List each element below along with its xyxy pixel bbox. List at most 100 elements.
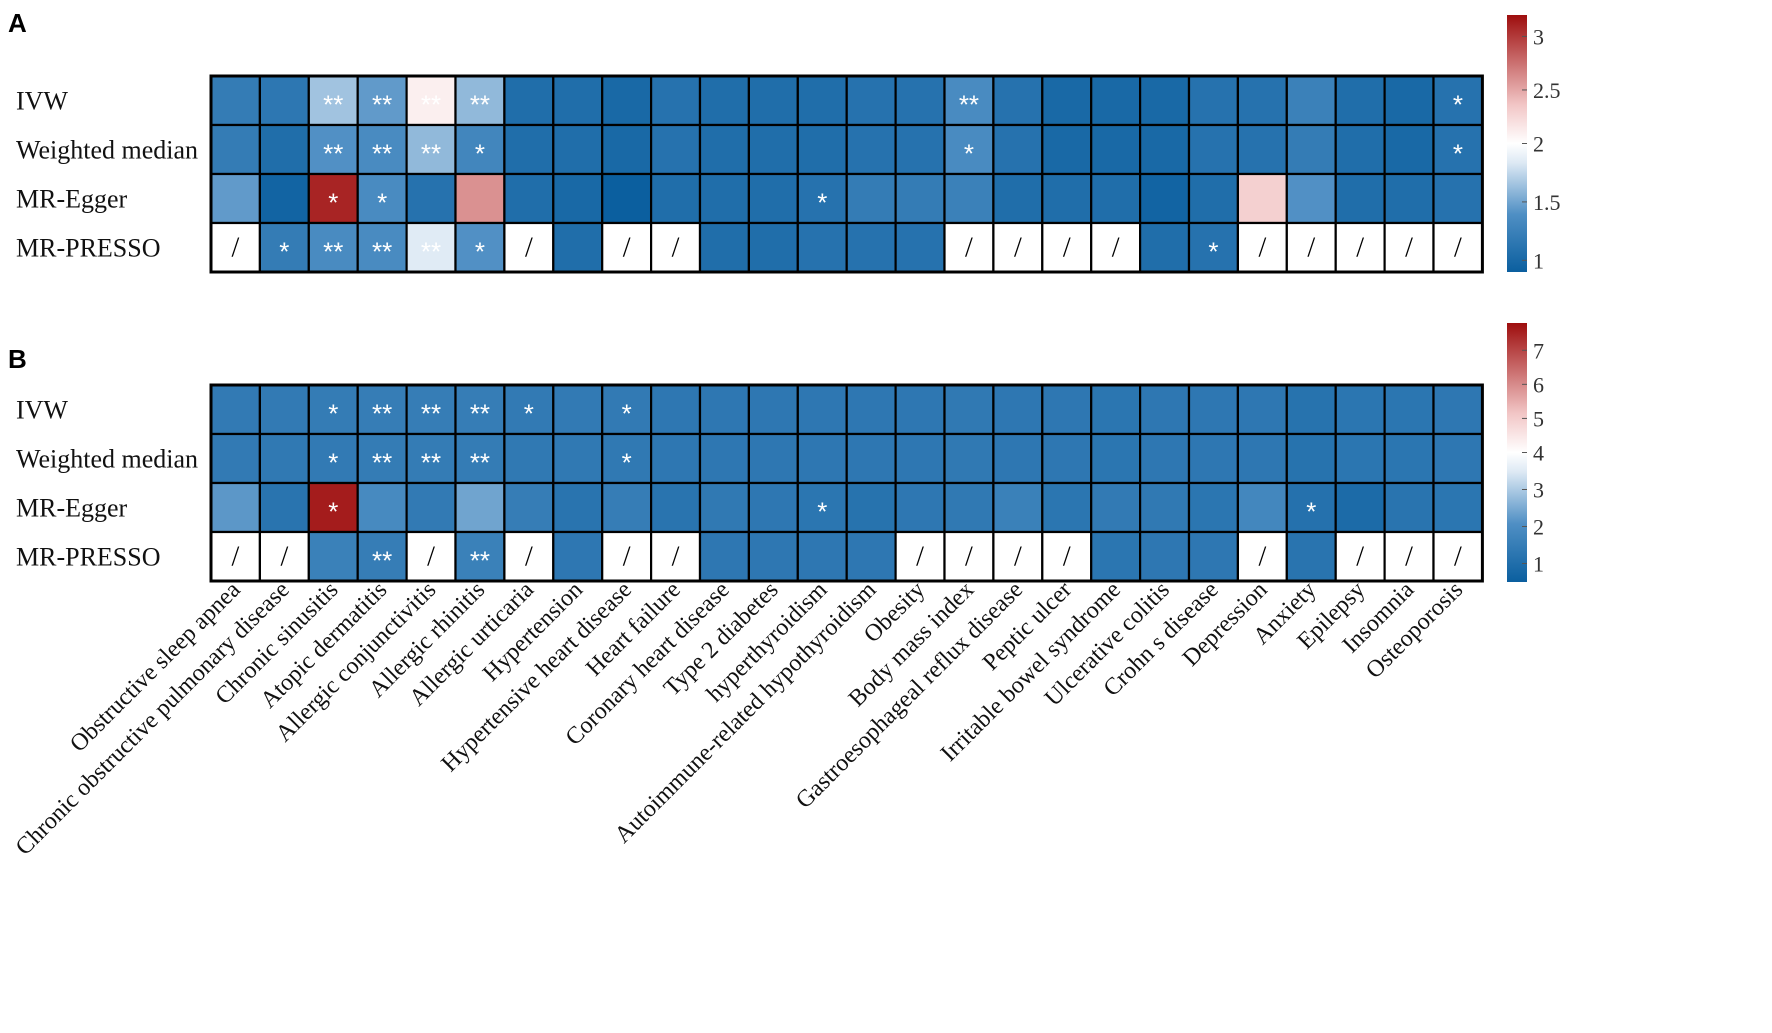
heatmap-cell	[1432, 530, 1484, 583]
heatmap-cell	[1041, 432, 1093, 485]
heatmap-cell	[1187, 123, 1240, 176]
heatmap-cell	[992, 123, 1044, 176]
heatmap-cell	[796, 221, 848, 274]
heatmap-cell	[649, 481, 702, 534]
not-applicable-mark: /	[1307, 233, 1315, 264]
not-applicable-mark: /	[427, 542, 435, 573]
significance-mark: **	[470, 546, 490, 576]
heatmap-cell	[307, 481, 359, 534]
significance-mark: **	[323, 237, 343, 267]
not-applicable-mark: /	[525, 233, 533, 264]
significance-mark: *	[1453, 90, 1463, 120]
row-label: IVW	[16, 396, 68, 425]
row-label: MR-Egger	[16, 494, 128, 523]
heatmap-cell	[649, 383, 702, 436]
heatmap-cell	[894, 74, 946, 127]
heatmap-cell	[1285, 530, 1337, 583]
heatmap-cell	[552, 383, 604, 436]
significance-mark: **	[470, 448, 490, 478]
row-label: IVW	[16, 87, 68, 116]
heatmap-cell	[698, 383, 751, 436]
heatmap-cell	[209, 481, 262, 534]
heatmap-cell	[698, 221, 751, 274]
heatmap-cell	[258, 221, 310, 274]
heatmap-cell	[747, 123, 799, 176]
heatmap-cell	[405, 172, 457, 225]
not-applicable-mark: /	[1258, 542, 1266, 573]
not-applicable-mark: /	[1356, 542, 1364, 573]
not-applicable-mark: /	[1356, 233, 1364, 264]
colorbar-tick-label: 1	[1533, 552, 1544, 577]
row-label: Weighted median	[16, 136, 198, 165]
significance-mark: **	[421, 399, 441, 429]
heatmap-cell	[747, 383, 799, 436]
heatmap-cell	[307, 530, 359, 583]
heatmap-cell	[454, 432, 506, 485]
significance-mark: **	[470, 399, 490, 429]
heatmap-cell	[747, 432, 799, 485]
colorbar-tick-label: 3	[1533, 478, 1544, 503]
heatmap-cell	[1236, 74, 1288, 127]
colorbar-tick-label: 2.5	[1533, 78, 1561, 103]
heatmap-cell	[992, 172, 1044, 225]
significance-mark: *	[817, 188, 827, 218]
heatmap-cell	[405, 432, 457, 485]
heatmap-cell	[601, 481, 653, 534]
heatmap-cell	[796, 432, 848, 485]
not-applicable-mark: /	[672, 233, 680, 264]
heatmap-cell	[943, 432, 995, 485]
heatmap-cell	[698, 172, 751, 225]
colorbar-tick-label: 5	[1533, 406, 1544, 431]
heatmap-cell	[698, 432, 751, 485]
significance-mark: *	[279, 237, 289, 267]
heatmap-cell	[209, 74, 262, 127]
column-label: Chronic obstructive pulmonary disease	[11, 577, 295, 861]
heatmap-cell	[747, 221, 799, 274]
heatmap-cell	[1041, 123, 1093, 176]
heatmap-cell	[1090, 432, 1142, 485]
heatmap-cell	[503, 481, 555, 534]
heatmap-cell	[698, 530, 751, 583]
significance-mark: **	[959, 90, 979, 120]
heatmap-cell	[1187, 481, 1240, 534]
heatmap-cell	[1334, 383, 1386, 436]
heatmap-cell	[1041, 74, 1093, 127]
heatmap-cell	[1138, 123, 1191, 176]
heatmap-cell	[1236, 172, 1288, 225]
heatmap-cell	[552, 432, 604, 485]
heatmap-cell	[1285, 432, 1337, 485]
row-label: MR-PRESSO	[16, 234, 161, 263]
significance-mark: *	[475, 237, 485, 267]
significance-mark: **	[372, 139, 392, 169]
heatmap-cell	[1041, 481, 1093, 534]
heatmap-cell	[1041, 172, 1093, 225]
heatmap-cell	[503, 221, 555, 274]
heatmap-cell	[943, 481, 995, 534]
not-applicable-mark: /	[1014, 542, 1022, 573]
heatmap-cell	[552, 74, 604, 127]
heatmap-cell	[209, 530, 262, 583]
heatmap-cell	[1041, 383, 1093, 436]
heatmap-cell	[503, 530, 555, 583]
heatmap-cell	[1383, 172, 1435, 225]
heatmap-cell	[552, 530, 604, 583]
heatmap-cell	[601, 530, 653, 583]
colorbar	[1507, 323, 1527, 582]
not-applicable-mark: /	[1014, 233, 1022, 264]
heatmap-cell	[209, 383, 262, 436]
not-applicable-mark: /	[525, 542, 533, 573]
heatmap-cell	[649, 172, 702, 225]
row-label: Weighted median	[16, 445, 198, 474]
not-applicable-mark: /	[280, 542, 288, 573]
heatmap-cell	[1334, 172, 1386, 225]
heatmap-cell	[845, 123, 897, 176]
significance-mark: *	[1453, 139, 1463, 169]
heatmap-cell	[845, 74, 897, 127]
not-applicable-mark: /	[1258, 233, 1266, 264]
heatmap-cell	[1236, 383, 1288, 436]
heatmap-cell	[1236, 123, 1288, 176]
heatmap-cell	[796, 481, 848, 534]
heatmap-cell	[845, 172, 897, 225]
heatmap-cell	[454, 172, 506, 225]
